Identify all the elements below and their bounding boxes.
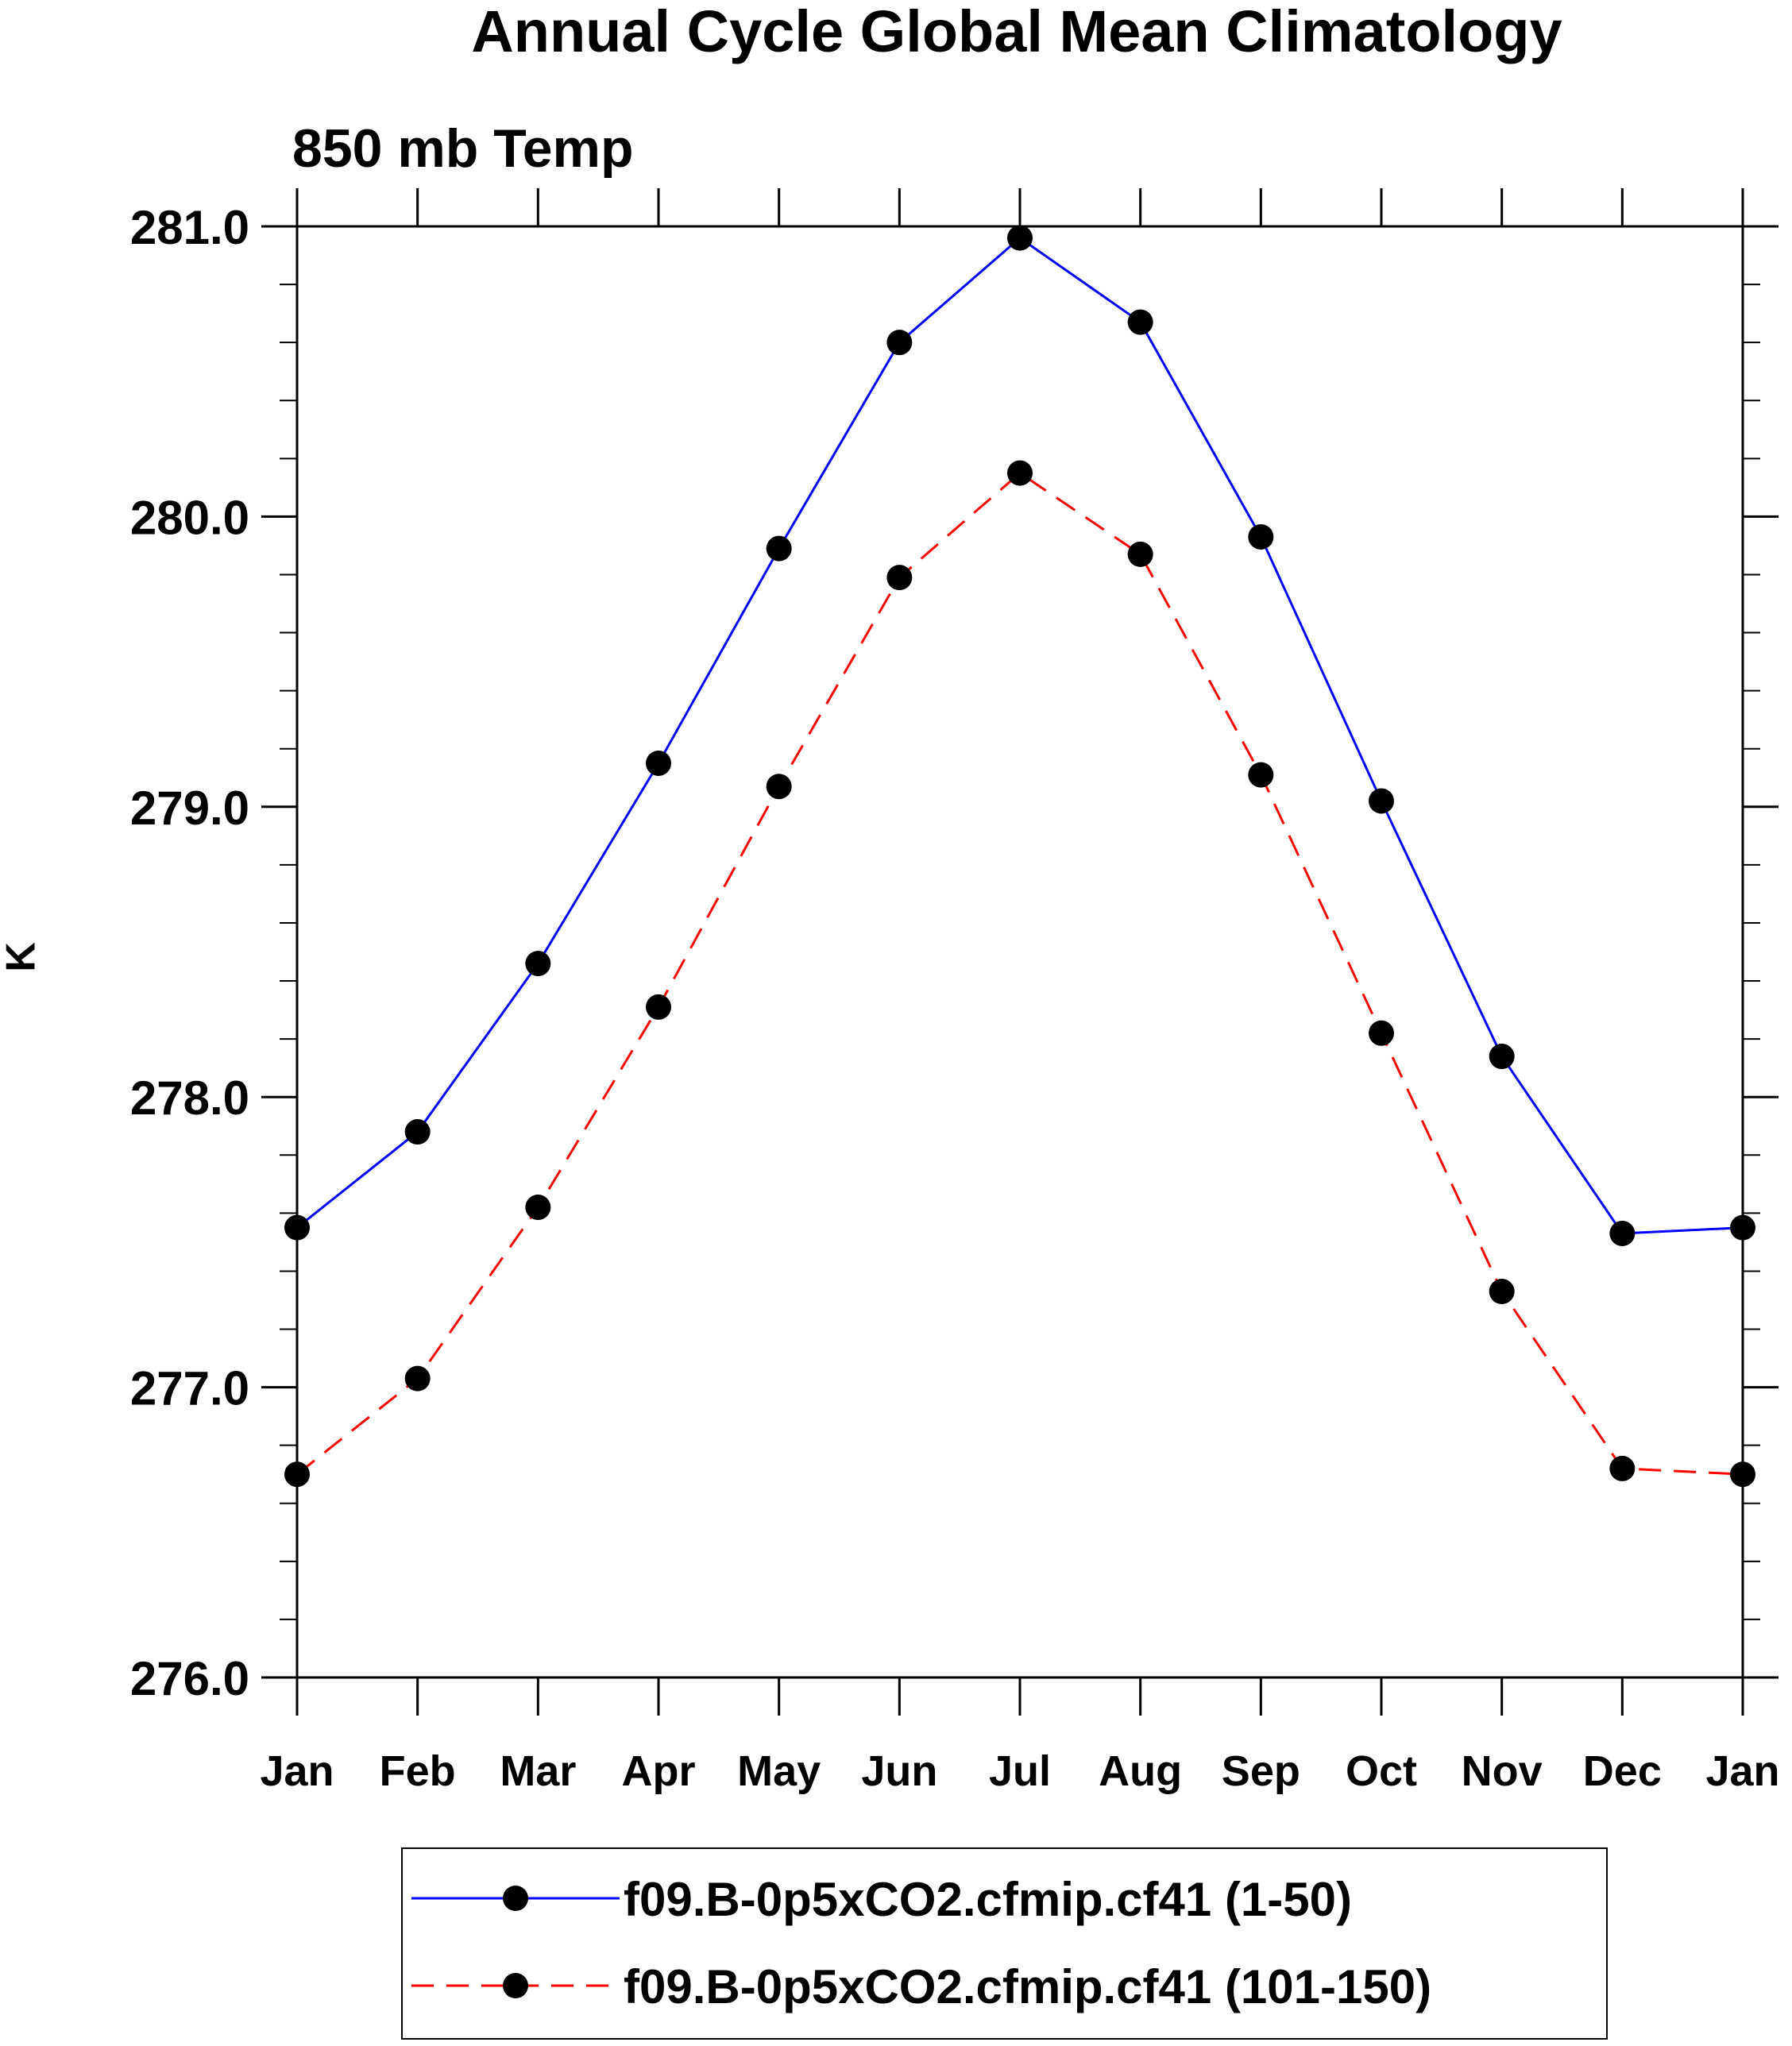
legend-label-series-1: f09.B-0p5xCO2.cfmip.cf41 (1-50)	[624, 1873, 1352, 1926]
series-1-point	[766, 535, 792, 562]
x-tick-label: Aug	[1099, 1747, 1182, 1795]
series-1-point	[1369, 788, 1394, 814]
x-tick-label: Mar	[500, 1747, 576, 1795]
x-tick-label: Jan	[1705, 1747, 1779, 1795]
series-1-point	[1489, 1044, 1515, 1070]
x-tick-label: Jul	[989, 1747, 1051, 1795]
legend-label-series-2: f09.B-0p5xCO2.cfmip.cf41 (101-150)	[624, 1960, 1431, 2013]
y-axis-label: K	[0, 942, 44, 972]
axes: Jan Feb Mar Apr May Jun Jul Aug Sep Oct Nov Dec Jan2…	[130, 188, 1780, 1795]
series-2-point	[1609, 1455, 1636, 1481]
x-tick-label: Feb	[380, 1747, 456, 1795]
y-tick-label: 281.0	[130, 201, 249, 254]
series-layer	[284, 225, 1755, 1488]
series-1-point	[646, 750, 671, 776]
legend-box	[401, 1847, 1608, 2040]
chart-title: Annual Cycle Global Mean Climatology	[471, 0, 1562, 64]
series-1-point	[1007, 225, 1033, 251]
series-line-1	[296, 236, 1744, 1235]
x-tick-label: Dec	[1583, 1747, 1662, 1795]
legend: f09.B-0p5xCO2.cfmip.cf41 (1-50) f09.B-0p…	[401, 1847, 1608, 2040]
series-1-point	[404, 1119, 431, 1145]
x-tick-label: Apr	[622, 1747, 696, 1795]
series-1-point	[1127, 309, 1153, 335]
series-2-point	[886, 565, 913, 591]
y-tick-label: 279.0	[130, 782, 249, 835]
series-1-point	[1730, 1214, 1755, 1241]
legend-marker-series-2	[503, 1973, 528, 1998]
x-tick-label: Nov	[1462, 1747, 1543, 1795]
series-2-point	[1127, 541, 1153, 567]
x-tick-label: Sep	[1222, 1747, 1300, 1795]
series-2-point	[525, 1195, 551, 1221]
chart-subtitle: 850 mb Temp	[292, 118, 634, 179]
series-2-point	[766, 774, 792, 800]
series-2-point	[1369, 1020, 1394, 1046]
y-tick-label: 280.0	[130, 491, 249, 544]
y-tick-label: 278.0	[130, 1071, 249, 1125]
series-line-2	[296, 471, 1744, 1476]
series-2-point	[646, 994, 671, 1020]
series-2-point	[404, 1365, 431, 1392]
plot-frame	[295, 225, 1744, 1679]
series-2-point	[1248, 762, 1274, 788]
series-2-point	[1730, 1461, 1755, 1488]
x-tick-label: May	[737, 1747, 821, 1795]
legend-marker-series-1	[503, 1886, 528, 1911]
series-1-point	[1609, 1220, 1636, 1246]
x-tick-label: Oct	[1346, 1747, 1417, 1795]
series-1-point	[284, 1214, 310, 1241]
series-1-point	[525, 951, 551, 977]
series-1-point	[1248, 523, 1274, 550]
series-2-point	[1007, 460, 1033, 486]
series-1-point	[886, 330, 913, 356]
series-2-point	[1489, 1279, 1515, 1305]
x-tick-label: Jun	[861, 1747, 937, 1795]
y-tick-label: 276.0	[130, 1652, 249, 1705]
series-2-point	[284, 1461, 310, 1488]
x-tick-label: Jan	[260, 1747, 334, 1795]
y-tick-label: 277.0	[130, 1362, 249, 1415]
